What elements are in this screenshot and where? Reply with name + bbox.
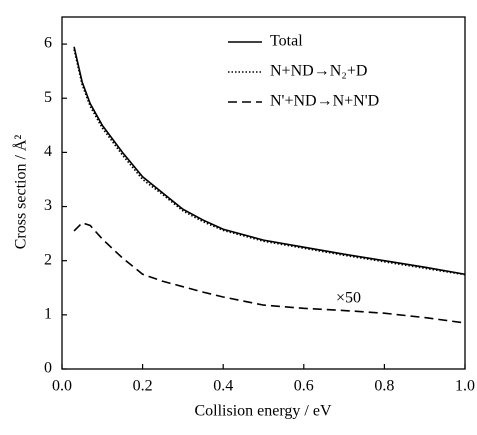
x-axis-label: Collision energy / eV xyxy=(194,403,331,420)
y-tick-label: 3 xyxy=(44,197,52,214)
legend-label: N+ND→N₂+D xyxy=(270,63,367,80)
y-tick-label: 1 xyxy=(44,306,52,323)
legend-label: N'+ND→N+N'D xyxy=(270,93,379,110)
y-tick-label: 5 xyxy=(44,89,52,106)
y-axis-label: Cross section / Å² xyxy=(12,135,30,250)
x-tick-label: 0.4 xyxy=(213,378,233,395)
series-line xyxy=(73,46,466,276)
y-tick-label: 0 xyxy=(44,360,52,377)
annotation: ×50 xyxy=(336,289,361,306)
x-tick-label: 0.2 xyxy=(133,378,153,395)
series-line xyxy=(73,221,466,324)
x-tick-label: 1.0 xyxy=(455,378,475,395)
y-tick-label: 4 xyxy=(44,143,52,160)
x-tick-label: 0.0 xyxy=(52,378,72,395)
y-tick-label: 6 xyxy=(44,35,52,52)
plot-frame xyxy=(61,16,466,370)
x-tick-label: 0.8 xyxy=(374,378,394,395)
series-line xyxy=(73,49,466,276)
legend-label: Total xyxy=(270,33,303,50)
x-tick-label: 0.6 xyxy=(294,378,314,395)
y-tick-label: 2 xyxy=(44,251,52,268)
